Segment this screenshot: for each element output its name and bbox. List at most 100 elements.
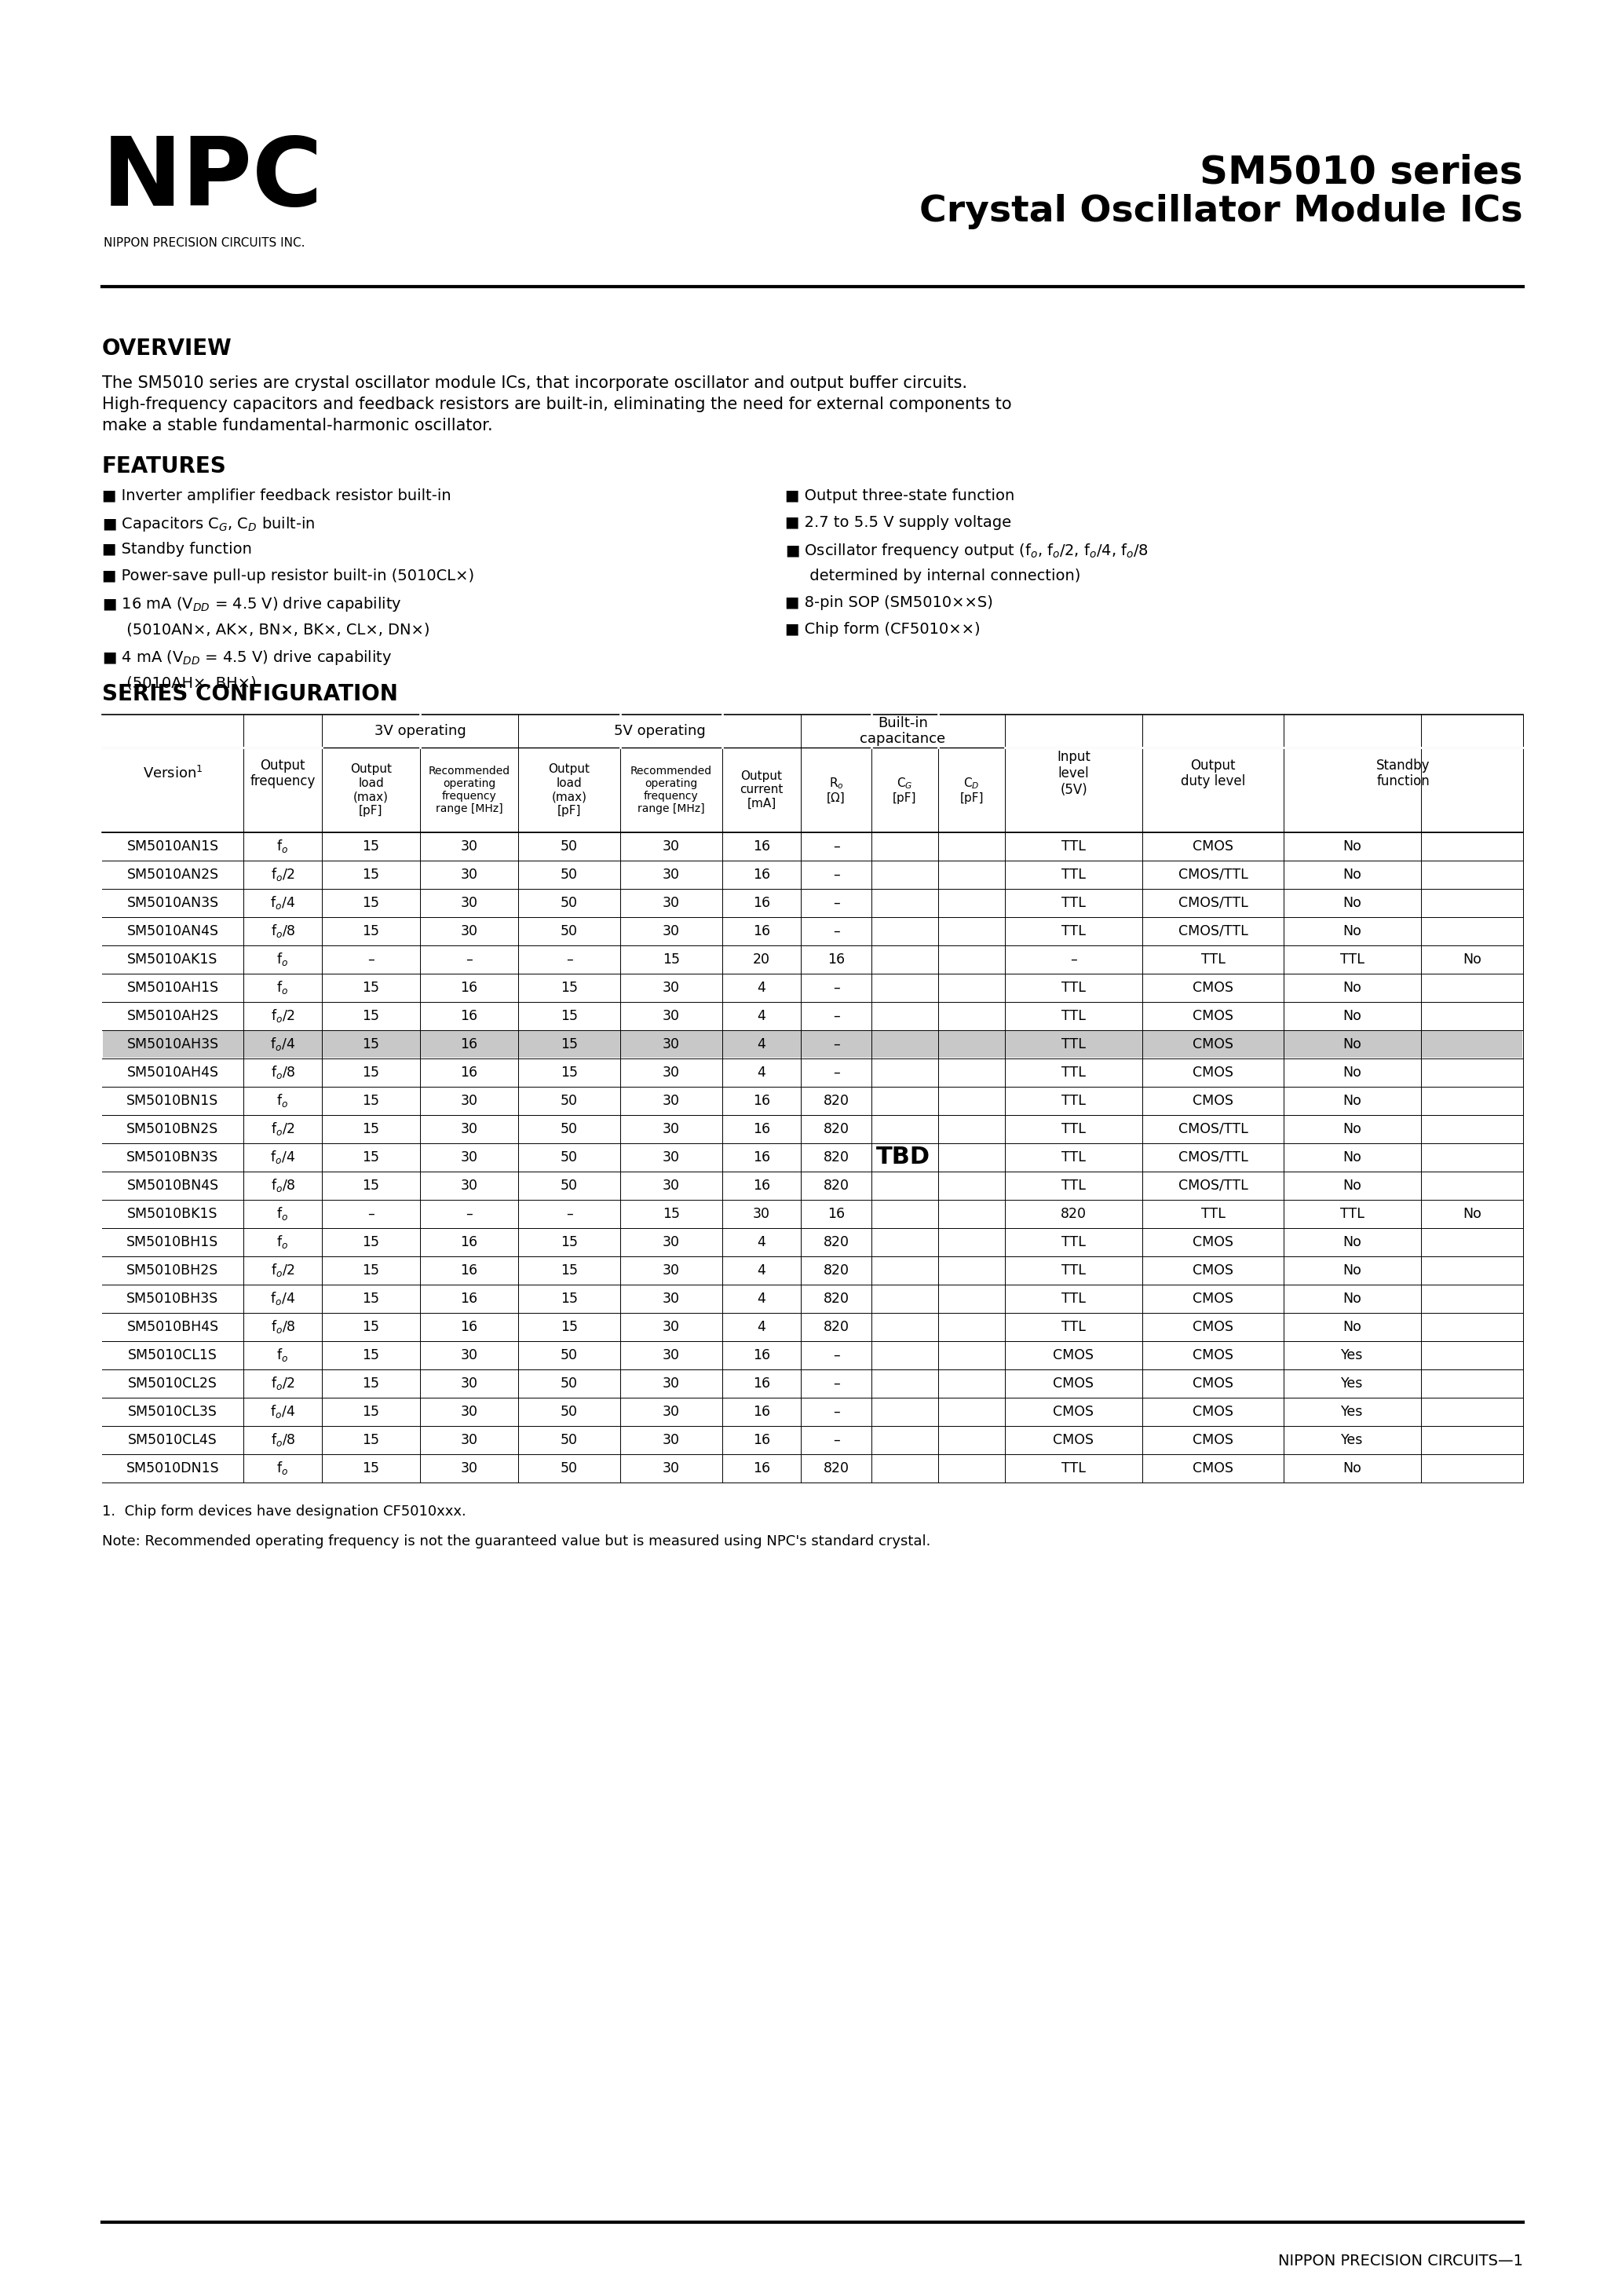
Text: 16: 16	[461, 1293, 478, 1306]
Text: No: No	[1343, 1460, 1362, 1476]
Text: 820: 820	[824, 1460, 848, 1476]
Text: 15: 15	[362, 1320, 380, 1334]
Text: SM5010DN1S: SM5010DN1S	[127, 1460, 219, 1476]
Text: f$_o$/8: f$_o$/8	[271, 1318, 295, 1336]
Text: No: No	[1343, 868, 1362, 882]
Text: 15: 15	[362, 1093, 380, 1109]
Text: 30: 30	[663, 1378, 680, 1391]
Text: 15: 15	[362, 1178, 380, 1192]
Text: SM5010AN4S: SM5010AN4S	[127, 925, 219, 939]
Text: 16: 16	[461, 1065, 478, 1079]
Text: f$_o$/4: f$_o$/4	[269, 1403, 295, 1421]
Text: No: No	[1463, 1208, 1481, 1221]
Text: –: –	[566, 953, 573, 967]
Text: CMOS: CMOS	[1192, 1460, 1233, 1476]
Text: 15: 15	[561, 1263, 577, 1277]
Text: f$_o$/8: f$_o$/8	[271, 923, 295, 939]
Text: SM5010 series: SM5010 series	[1200, 154, 1523, 191]
Text: The SM5010 series are crystal oscillator module ICs, that incorporate oscillator: The SM5010 series are crystal oscillator…	[102, 374, 967, 390]
Text: 30: 30	[663, 980, 680, 994]
Text: f$_o$/4: f$_o$/4	[269, 895, 295, 912]
Text: 30: 30	[461, 1150, 478, 1164]
Text: Output
current
[mA]: Output current [mA]	[740, 771, 783, 810]
Text: 16: 16	[753, 1378, 770, 1391]
Text: 16: 16	[461, 1008, 478, 1024]
Text: f$_o$/8: f$_o$/8	[271, 1433, 295, 1449]
Text: No: No	[1343, 1178, 1362, 1192]
Text: 30: 30	[663, 1405, 680, 1419]
Text: 16: 16	[753, 840, 770, 854]
Text: 15: 15	[362, 868, 380, 882]
Text: TTL: TTL	[1061, 1263, 1085, 1277]
Text: 4: 4	[757, 1320, 766, 1334]
Text: TTL: TTL	[1061, 1065, 1085, 1079]
Text: f$_o$/4: f$_o$/4	[269, 1150, 295, 1166]
Text: SM5010AN3S: SM5010AN3S	[127, 895, 219, 909]
Text: 4: 4	[757, 1293, 766, 1306]
Text: 820: 820	[1061, 1208, 1087, 1221]
Text: 820: 820	[824, 1123, 848, 1137]
Text: 4: 4	[757, 1038, 766, 1052]
Text: 16: 16	[461, 980, 478, 994]
Text: No: No	[1343, 1320, 1362, 1334]
Text: 30: 30	[461, 895, 478, 909]
Text: TTL: TTL	[1061, 1150, 1085, 1164]
Text: 16: 16	[461, 1263, 478, 1277]
Text: Yes: Yes	[1341, 1405, 1364, 1419]
Text: TTL: TTL	[1061, 1038, 1085, 1052]
Text: 15: 15	[362, 1065, 380, 1079]
Text: SM5010BK1S: SM5010BK1S	[128, 1208, 217, 1221]
Text: 15: 15	[362, 1433, 380, 1446]
Text: CMOS/TTL: CMOS/TTL	[1178, 895, 1247, 909]
Text: No: No	[1343, 1123, 1362, 1137]
Text: SM5010BN2S: SM5010BN2S	[127, 1123, 219, 1137]
Text: 30: 30	[663, 925, 680, 939]
Text: 30: 30	[461, 1123, 478, 1137]
Text: 16: 16	[461, 1038, 478, 1052]
Text: No: No	[1343, 980, 1362, 994]
Text: CMOS/TTL: CMOS/TTL	[1178, 1178, 1247, 1192]
Text: Output
frequency: Output frequency	[250, 758, 315, 790]
Text: –: –	[368, 1208, 375, 1221]
Text: SM5010CL2S: SM5010CL2S	[128, 1378, 217, 1391]
Text: SM5010BN1S: SM5010BN1S	[127, 1093, 219, 1109]
Text: f$_o$/8: f$_o$/8	[271, 1065, 295, 1081]
Text: 16: 16	[461, 1320, 478, 1334]
Text: 30: 30	[461, 925, 478, 939]
Text: 15: 15	[561, 1008, 577, 1024]
Text: 30: 30	[663, 1178, 680, 1192]
Text: Crystal Oscillator Module ICs: Crystal Oscillator Module ICs	[920, 193, 1523, 230]
Text: CMOS/TTL: CMOS/TTL	[1178, 868, 1247, 882]
Text: Note: Recommended operating frequency is not the guaranteed value but is measure: Note: Recommended operating frequency is…	[102, 1534, 931, 1548]
Text: 15: 15	[362, 840, 380, 854]
Text: 15: 15	[362, 1460, 380, 1476]
Text: f$_o$: f$_o$	[277, 1460, 289, 1476]
Text: 30: 30	[663, 1460, 680, 1476]
Text: 30: 30	[663, 1433, 680, 1446]
Text: CMOS: CMOS	[1192, 840, 1233, 854]
Text: 16: 16	[753, 1348, 770, 1362]
Text: 15: 15	[362, 1008, 380, 1024]
Text: 16: 16	[827, 953, 845, 967]
Text: ■ Inverter amplifier feedback resistor built-in: ■ Inverter amplifier feedback resistor b…	[102, 489, 451, 503]
Text: 30: 30	[663, 1263, 680, 1277]
Text: 30: 30	[663, 840, 680, 854]
Text: –: –	[368, 953, 375, 967]
Text: 15: 15	[362, 1378, 380, 1391]
Text: 4: 4	[757, 1263, 766, 1277]
Text: 1.  Chip form devices have designation CF5010xxx.: 1. Chip form devices have designation CF…	[102, 1504, 466, 1518]
Text: High-frequency capacitors and feedback resistors are built-in, eliminating the n: High-frequency capacitors and feedback r…	[102, 397, 1012, 413]
Text: 50: 50	[561, 895, 577, 909]
Text: 50: 50	[561, 840, 577, 854]
Text: 16: 16	[827, 1208, 845, 1221]
Text: No: No	[1343, 1038, 1362, 1052]
Text: 30: 30	[461, 1405, 478, 1419]
Text: SM5010CL1S: SM5010CL1S	[128, 1348, 217, 1362]
Text: 30: 30	[663, 1235, 680, 1249]
Text: No: No	[1343, 1065, 1362, 1079]
Text: TTL: TTL	[1061, 868, 1085, 882]
Text: 16: 16	[753, 1093, 770, 1109]
Text: f$_o$: f$_o$	[277, 1233, 289, 1251]
Text: 30: 30	[663, 1093, 680, 1109]
Text: ■ 16 mA (V$_{DD}$ = 4.5 V) drive capability: ■ 16 mA (V$_{DD}$ = 4.5 V) drive capabil…	[102, 595, 402, 613]
